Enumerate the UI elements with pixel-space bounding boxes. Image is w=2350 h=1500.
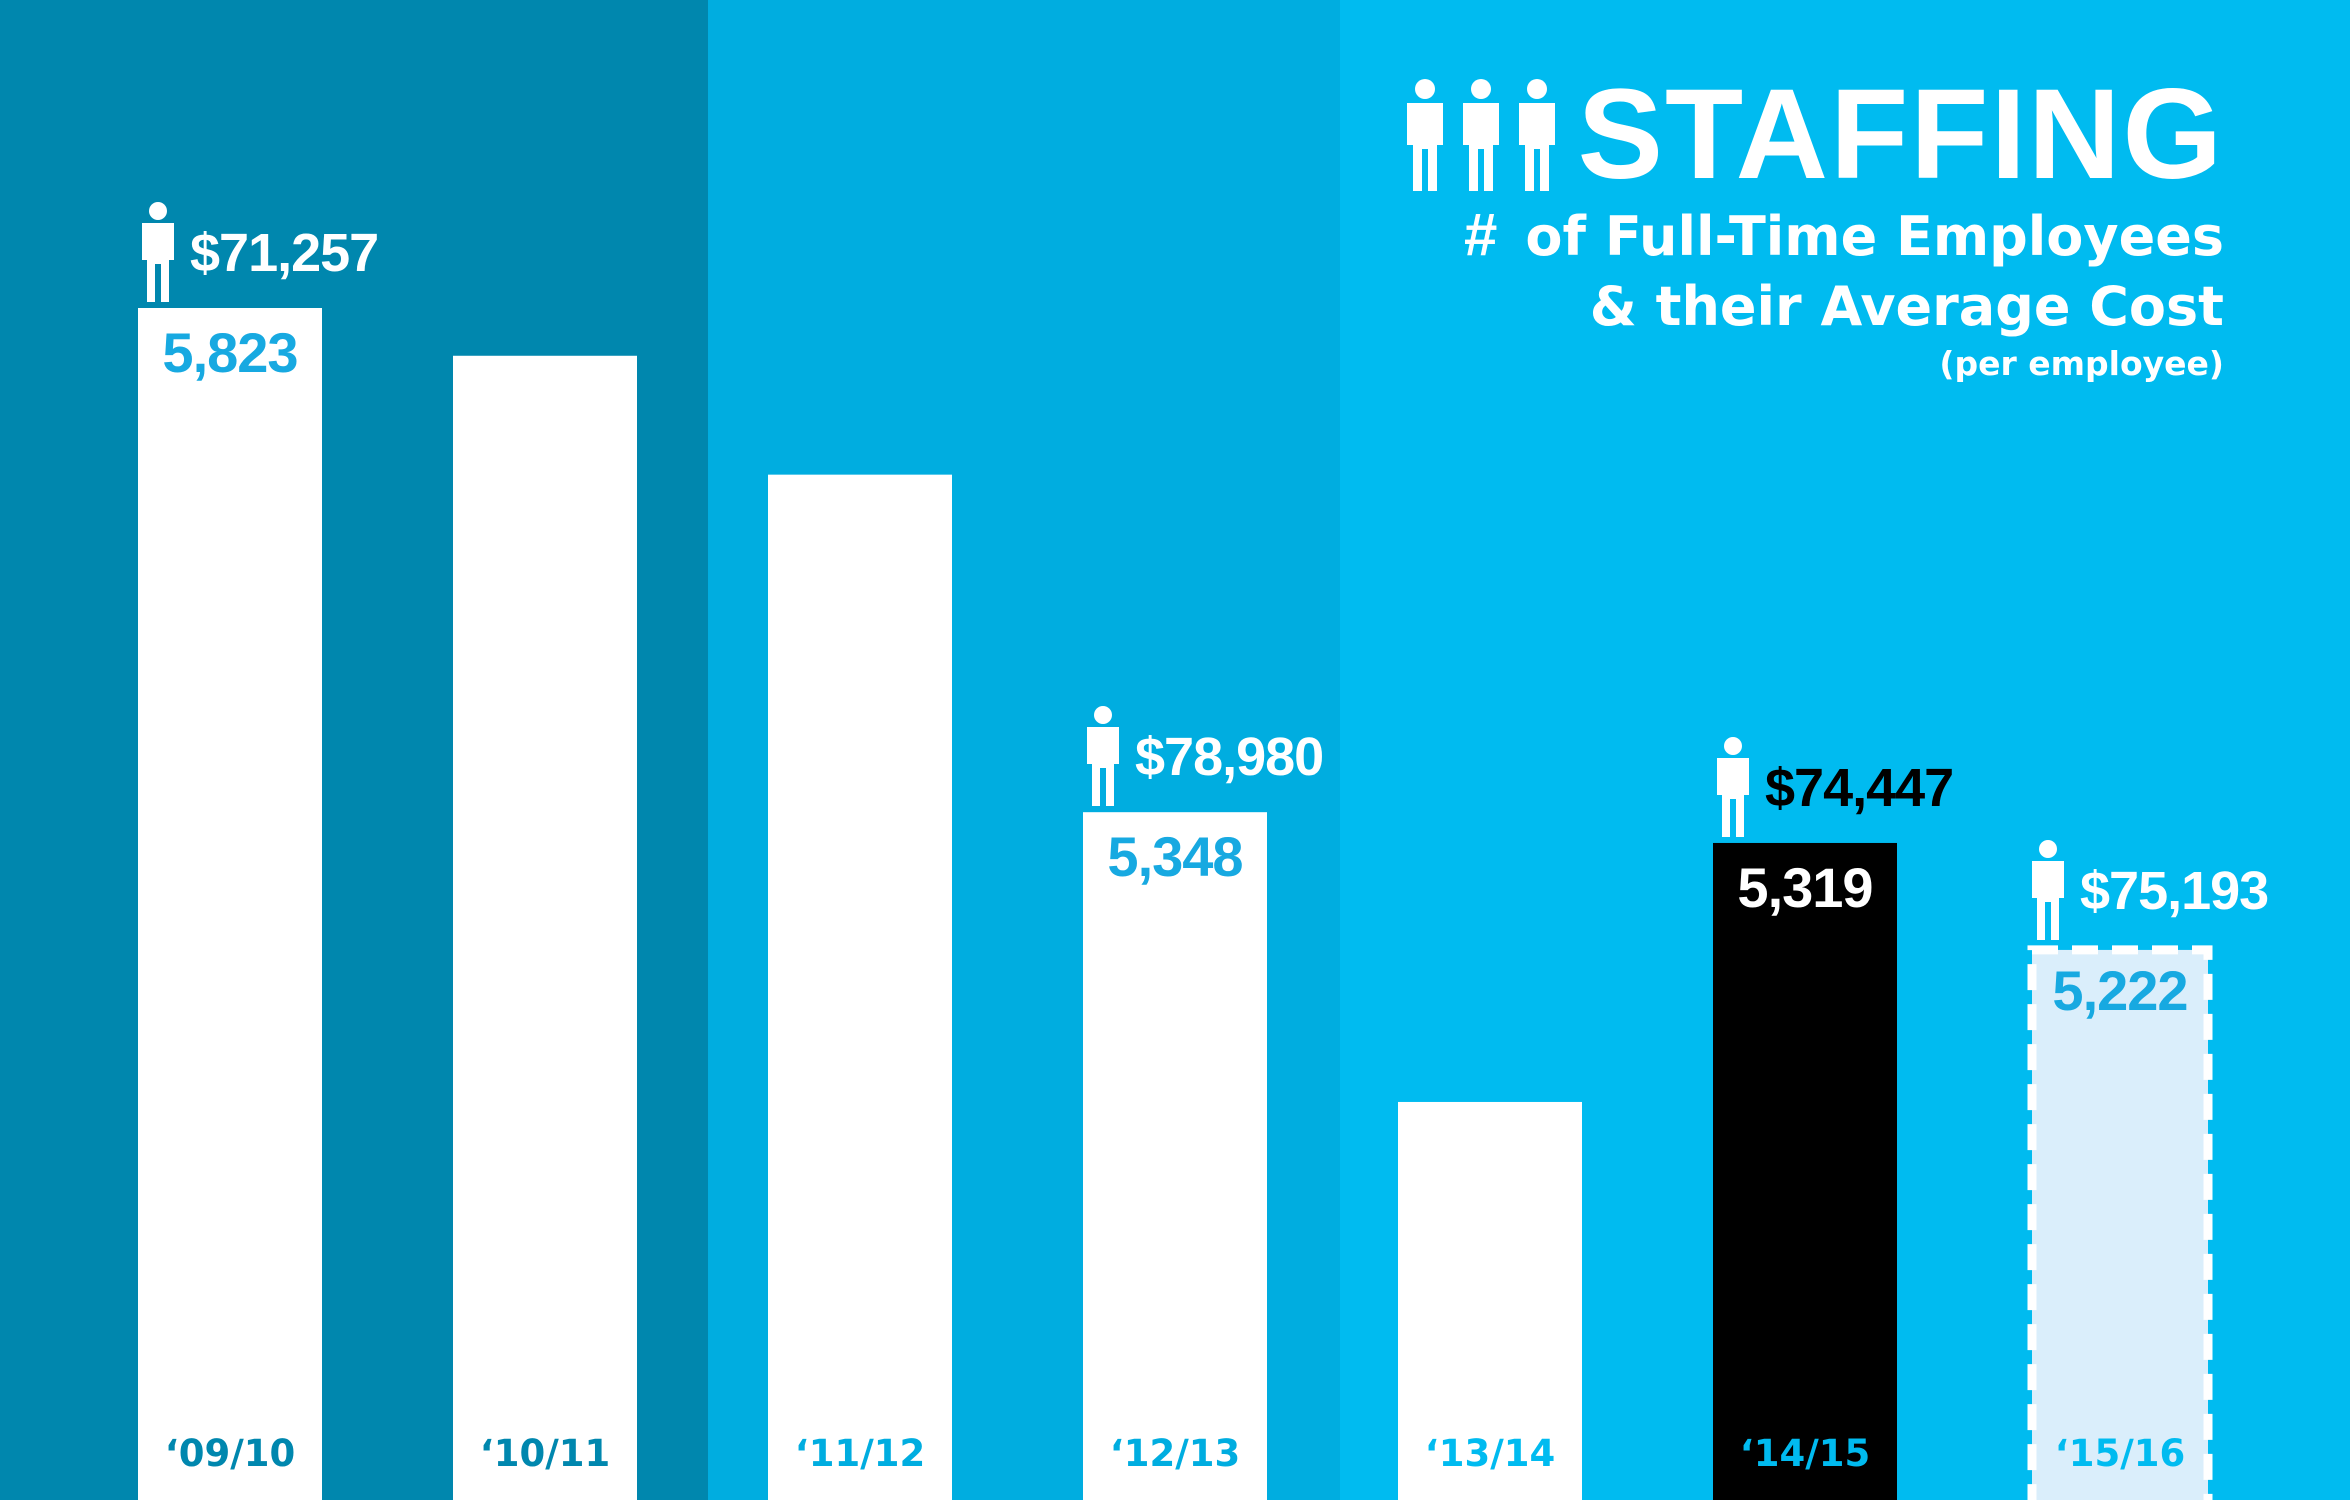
category-label: ‘12/13	[1109, 1432, 1241, 1475]
chart-subtitle-line2: & their Average Cost	[1589, 275, 2224, 338]
chart-subtitle-line1: # of Full-Time Employees	[1402, 200, 2224, 272]
person-icon	[2032, 839, 2064, 940]
title-block: STAFFING # of Full-Time Employees & their…	[1402, 70, 2224, 386]
bar	[138, 308, 322, 1500]
average-cost-label: $78,980	[1135, 727, 1324, 788]
bar	[768, 474, 952, 1500]
chart-title: STAFFING	[1577, 63, 2224, 206]
bar	[2027, 945, 2213, 1500]
person-icon	[1518, 79, 1555, 191]
people-icons	[1402, 79, 1570, 191]
bar-value-label: 5,823	[162, 321, 298, 384]
category-label: ‘13/14	[1424, 1432, 1556, 1475]
person-icon	[1087, 706, 1119, 807]
person-icon	[1462, 79, 1499, 191]
bar	[1713, 842, 1897, 1500]
average-cost-label: $71,257	[190, 223, 379, 283]
average-cost-label: $75,193	[2080, 860, 2269, 921]
category-label: ‘10/11	[479, 1432, 611, 1475]
person-icon	[1717, 736, 1749, 837]
bar	[453, 355, 637, 1500]
bar-value-label: 5,319	[1737, 855, 1873, 919]
person-icon	[142, 202, 174, 302]
category-label: ‘09/10	[164, 1432, 296, 1475]
bar-value-label: 5,222	[2052, 958, 2188, 1022]
category-label: ‘14/15	[1739, 1432, 1871, 1475]
person-icon	[1406, 79, 1443, 191]
category-label: ‘11/12	[794, 1432, 926, 1475]
average-cost-label: $74,447	[1765, 757, 1954, 818]
hash-symbol: #	[1464, 201, 1498, 268]
bar	[1398, 1101, 1582, 1500]
category-label: ‘15/16	[2054, 1432, 2186, 1475]
bar	[1083, 812, 1267, 1500]
chart-note: (per employee)	[1939, 344, 2224, 383]
bar-value-label: 5,348	[1107, 825, 1243, 889]
subtitle-text-1: of Full-Time Employees	[1525, 205, 2224, 268]
